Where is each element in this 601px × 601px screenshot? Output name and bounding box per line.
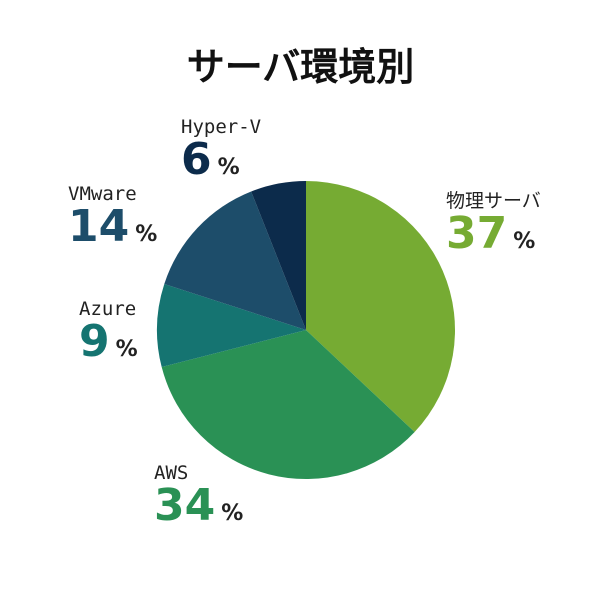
label-hyper-v-unit: %	[217, 155, 240, 180]
label-physical-server: 物理サーバ 37%	[446, 190, 541, 256]
label-physical-server-name: 物理サーバ	[446, 190, 541, 212]
label-azure: Azure 9%	[79, 298, 138, 364]
slice-azure	[157, 283, 306, 368]
label-azure-value: 9	[79, 316, 110, 367]
label-vmware-value: 14	[68, 201, 130, 252]
label-vmware-unit: %	[135, 222, 158, 247]
label-aws-unit: %	[221, 501, 244, 526]
label-aws-name: AWS	[154, 462, 189, 484]
label-physical-server-unit: %	[513, 229, 536, 254]
label-vmware-name: VMware	[68, 183, 137, 205]
slice-hyper-v	[251, 181, 306, 330]
label-hyper-v: Hyper-V 6%	[181, 116, 261, 182]
label-aws: AWS 34%	[154, 462, 243, 528]
slice-aws	[161, 330, 415, 479]
label-azure-name: Azure	[79, 298, 137, 320]
label-physical-server-value: 37	[446, 208, 508, 259]
label-aws-value: 34	[154, 480, 216, 531]
chart-title: サーバ環境別	[186, 45, 415, 89]
label-azure-unit: %	[115, 337, 138, 362]
label-vmware: VMware 14%	[68, 183, 157, 249]
slice-physical-server	[306, 181, 455, 432]
label-hyper-v-value: 6	[181, 134, 212, 185]
slice-vmware	[164, 191, 306, 330]
label-hyper-v-name: Hyper-V	[181, 116, 262, 138]
